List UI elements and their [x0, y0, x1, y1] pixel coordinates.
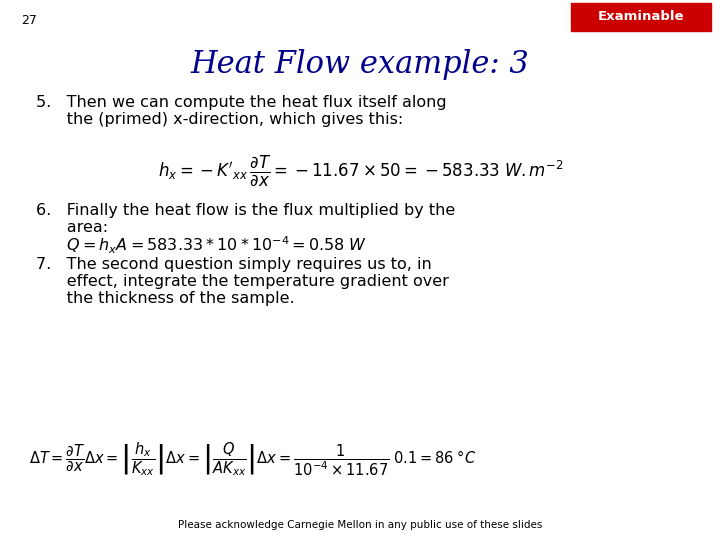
Text: 7.   The second question simply requires us to, in: 7. The second question simply requires u… — [36, 256, 432, 272]
FancyBboxPatch shape — [571, 3, 711, 31]
Text: area:: area: — [36, 220, 108, 235]
Text: Please acknowledge Carnegie Mellon in any public use of these slides: Please acknowledge Carnegie Mellon in an… — [178, 520, 542, 530]
Text: 27: 27 — [22, 14, 37, 26]
Text: $h_x = -K'_{xx}\,\dfrac{\partial T}{\partial x} = -11.67 \times 50 = -583.33\;W.: $h_x = -K'_{xx}\,\dfrac{\partial T}{\par… — [158, 154, 564, 188]
Text: Examinable: Examinable — [598, 10, 684, 23]
Text: effect, integrate the temperature gradient over: effect, integrate the temperature gradie… — [36, 274, 449, 289]
Text: $Q = h_x A = 583.33 * 10 * 10^{-4} = 0.58\;W$: $Q = h_x A = 583.33 * 10 * 10^{-4} = 0.5… — [36, 235, 366, 256]
Text: the (primed) x-direction, which gives this:: the (primed) x-direction, which gives th… — [36, 112, 403, 127]
Text: 6.   Finally the heat flow is the flux multiplied by the: 6. Finally the heat flow is the flux mul… — [36, 202, 455, 218]
Text: the thickness of the sample.: the thickness of the sample. — [36, 291, 294, 306]
Text: 5.   Then we can compute the heat flux itself along: 5. Then we can compute the heat flux its… — [36, 94, 446, 110]
Text: Heat Flow example: 3: Heat Flow example: 3 — [191, 49, 529, 79]
Text: $\Delta T = \dfrac{\partial T}{\partial x}\Delta x = \left|\dfrac{h_x}{K_{xx}}\r: $\Delta T = \dfrac{\partial T}{\partial … — [29, 440, 476, 478]
